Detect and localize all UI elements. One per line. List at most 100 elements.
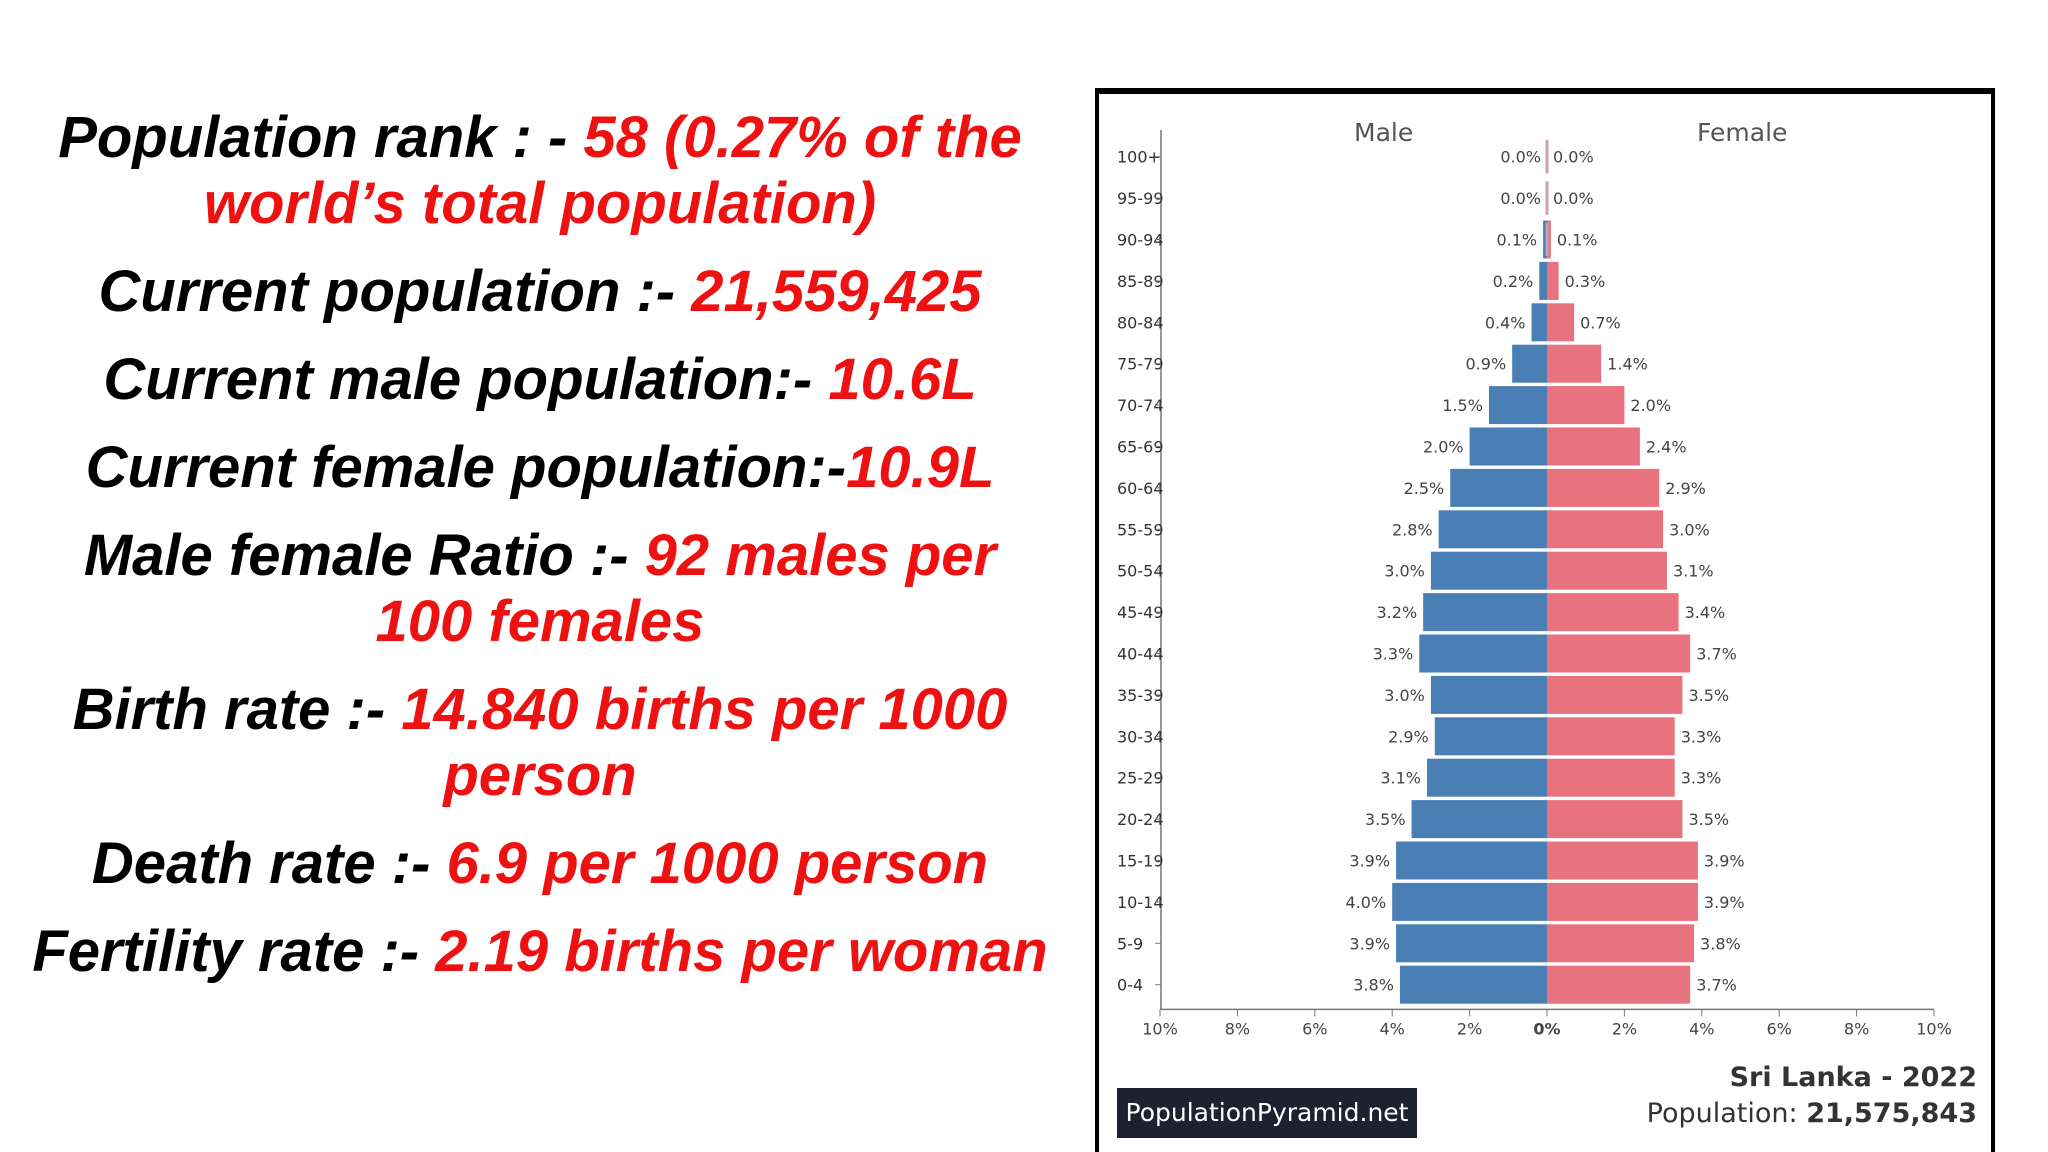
age-tick-label: 95-99 bbox=[1117, 189, 1164, 208]
age-tick-label: 35-39 bbox=[1117, 686, 1164, 705]
stat-value: 21,559,425 bbox=[691, 259, 982, 324]
male-bar bbox=[1430, 551, 1547, 590]
male-bar bbox=[1427, 758, 1547, 797]
male-bar bbox=[1423, 593, 1547, 632]
male-bar bbox=[1434, 717, 1547, 756]
x-tick-label: 6% bbox=[1767, 1019, 1792, 1038]
female-value-label: 3.3% bbox=[1681, 769, 1722, 788]
pyramid-svg: Male Female 100+ 0.0% 0.0% 95-99 0.0% 0.0% 90-94… bbox=[1117, 118, 1977, 1138]
female-bar bbox=[1547, 882, 1698, 921]
female-value-label: 0.7% bbox=[1580, 313, 1621, 332]
male-value-label: 3.1% bbox=[1380, 769, 1421, 788]
female-bar bbox=[1547, 344, 1602, 383]
stat-value: 10.6L bbox=[828, 347, 977, 412]
female-value-label: 3.1% bbox=[1673, 562, 1714, 581]
age-tick-label: 45-49 bbox=[1117, 603, 1164, 622]
male-value-label: 2.9% bbox=[1388, 727, 1429, 746]
stat-value: 2.19 births per woman bbox=[435, 919, 1048, 984]
stat-line: Fertility rate :- 2.19 births per woman bbox=[30, 919, 1050, 985]
chart-title: Sri Lanka - 2022 bbox=[1730, 1062, 1977, 1093]
male-value-label: 3.5% bbox=[1365, 810, 1406, 829]
stat-value: 6.9 per 1000 person bbox=[446, 831, 989, 896]
x-tick-label: 10% bbox=[1916, 1019, 1952, 1038]
female-bar bbox=[1547, 551, 1667, 590]
male-bar bbox=[1450, 468, 1547, 507]
male-value-label: 0.2% bbox=[1493, 272, 1534, 291]
stat-line: Current male population:- 10.6L bbox=[30, 347, 1050, 413]
x-tick-label: 10% bbox=[1142, 1019, 1178, 1038]
female-value-label: 3.7% bbox=[1696, 645, 1737, 664]
population-pyramid-chart: Male Female 100+ 0.0% 0.0% 95-99 0.0% 0.0% 90-94… bbox=[1095, 88, 1995, 1152]
female-value-label: 2.0% bbox=[1630, 396, 1671, 415]
x-tick-label: 4% bbox=[1689, 1019, 1714, 1038]
legend-female: Female bbox=[1697, 118, 1787, 147]
female-bar bbox=[1547, 800, 1683, 839]
male-value-label: 4.0% bbox=[1346, 893, 1387, 912]
stat-line: Male female Ratio :- 92 males per 100 fe… bbox=[30, 523, 1050, 655]
male-value-label: 3.0% bbox=[1384, 562, 1425, 581]
age-tick-label: 85-89 bbox=[1117, 272, 1164, 291]
female-bar bbox=[1547, 717, 1675, 756]
population-label: Population: bbox=[1647, 1098, 1807, 1129]
female-bar bbox=[1547, 261, 1559, 300]
x-tick-label: 8% bbox=[1225, 1019, 1250, 1038]
x-tick-label: 2% bbox=[1457, 1019, 1482, 1038]
stat-value: 14.840 births per 1000 person bbox=[401, 677, 1008, 808]
age-tick-label: 5-9 bbox=[1117, 934, 1143, 953]
male-bar bbox=[1396, 841, 1547, 880]
female-bar bbox=[1547, 634, 1691, 673]
male-bar bbox=[1488, 386, 1547, 425]
stat-value: 58 (0.27% of the world’s total populatio… bbox=[203, 105, 1022, 236]
stat-label: Male female Ratio :- bbox=[83, 523, 645, 588]
stat-line: Population rank : - 58 (0.27% of the wor… bbox=[30, 105, 1050, 237]
age-tick-label: 10-14 bbox=[1117, 893, 1164, 912]
male-bar bbox=[1430, 675, 1547, 714]
age-tick-label: 15-19 bbox=[1117, 852, 1164, 871]
stat-label: Population rank : - bbox=[58, 105, 584, 170]
age-tick-label: 80-84 bbox=[1117, 313, 1164, 332]
male-value-label: 1.5% bbox=[1442, 396, 1483, 415]
male-value-label: 3.9% bbox=[1349, 934, 1390, 953]
age-tick-label: 55-59 bbox=[1117, 520, 1164, 539]
male-value-label: 0.9% bbox=[1466, 355, 1507, 374]
x-tick-label: 6% bbox=[1302, 1019, 1327, 1038]
male-bar bbox=[1469, 427, 1547, 466]
age-tick-label: 40-44 bbox=[1117, 645, 1164, 664]
female-value-label: 2.9% bbox=[1665, 479, 1706, 498]
male-value-label: 0.0% bbox=[1500, 148, 1541, 167]
female-value-label: 3.7% bbox=[1696, 976, 1737, 995]
female-value-label: 3.9% bbox=[1704, 852, 1745, 871]
stat-value: 92 males per 100 females bbox=[375, 523, 997, 654]
stat-line: Death rate :- 6.9 per 1000 person bbox=[30, 831, 1050, 897]
stat-label: Current male population:- bbox=[103, 347, 829, 412]
male-value-label: 3.9% bbox=[1349, 852, 1390, 871]
female-value-label: 0.1% bbox=[1557, 231, 1598, 250]
female-bar bbox=[1547, 758, 1675, 797]
female-value-label: 2.4% bbox=[1646, 438, 1687, 457]
x-tick-label: 4% bbox=[1380, 1019, 1405, 1038]
age-tick-label: 65-69 bbox=[1117, 438, 1164, 457]
male-value-label: 3.3% bbox=[1373, 645, 1414, 664]
source-badge bbox=[1117, 1088, 1417, 1138]
female-bar bbox=[1547, 468, 1660, 507]
stat-label: Current population :- bbox=[98, 259, 692, 324]
male-bar bbox=[1396, 924, 1547, 963]
age-tick-label: 60-64 bbox=[1117, 479, 1164, 498]
male-bar bbox=[1531, 303, 1547, 342]
stats-panel: Population rank : - 58 (0.27% of the wor… bbox=[30, 105, 1050, 1007]
female-value-label: 3.5% bbox=[1688, 686, 1729, 705]
female-bar bbox=[1547, 220, 1551, 259]
female-value-label: 3.4% bbox=[1685, 603, 1726, 622]
male-value-label: 3.2% bbox=[1377, 603, 1418, 622]
female-value-label: 0.0% bbox=[1553, 148, 1594, 167]
female-value-label: 3.3% bbox=[1681, 727, 1722, 746]
x-tick-label: 0% bbox=[1533, 1019, 1560, 1038]
age-tick-label: 0-4 bbox=[1117, 976, 1143, 995]
legend-male: Male bbox=[1354, 118, 1413, 147]
x-tick-label: 8% bbox=[1844, 1019, 1869, 1038]
female-value-label: 0.0% bbox=[1553, 189, 1594, 208]
source-badge-text: PopulationPyramid.net bbox=[1126, 1098, 1409, 1127]
female-value-label: 0.3% bbox=[1565, 272, 1606, 291]
female-bar bbox=[1547, 924, 1695, 963]
male-value-label: 0.4% bbox=[1485, 313, 1526, 332]
